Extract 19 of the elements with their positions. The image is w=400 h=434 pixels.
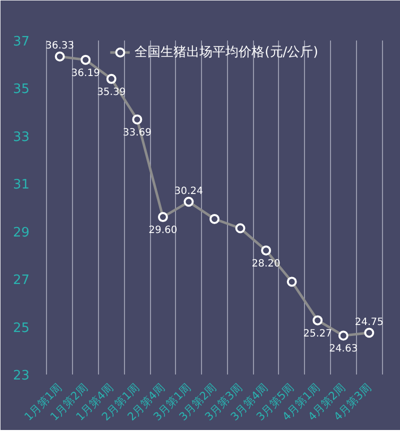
y-tick-label: 27 [12,273,30,288]
data-label: 29.60 [148,225,178,236]
data-label: 33.69 [122,127,152,138]
y-tick-label: 23 [12,368,30,384]
data-label: 30.24 [174,186,204,197]
data-label: 35.39 [97,86,126,98]
data-label: 36.33 [46,40,74,52]
y-tick-label: 25 [12,320,30,336]
data-label: 36.19 [71,68,100,79]
y-tick-label: 37 [12,34,30,50]
legend-label: 全国生猪出场平均价格(元/公斤) [134,44,318,61]
data-label: 24.75 [354,316,384,328]
data-label: 25.27 [303,328,332,340]
y-tick-label: 31 [12,178,30,193]
y-tick-label: 35 [12,82,30,98]
data-label: 24.63 [329,344,358,355]
y-tick-label: 29 [12,225,30,240]
y-tick-label: 33 [12,130,30,145]
data-label: 28.20 [252,258,280,270]
